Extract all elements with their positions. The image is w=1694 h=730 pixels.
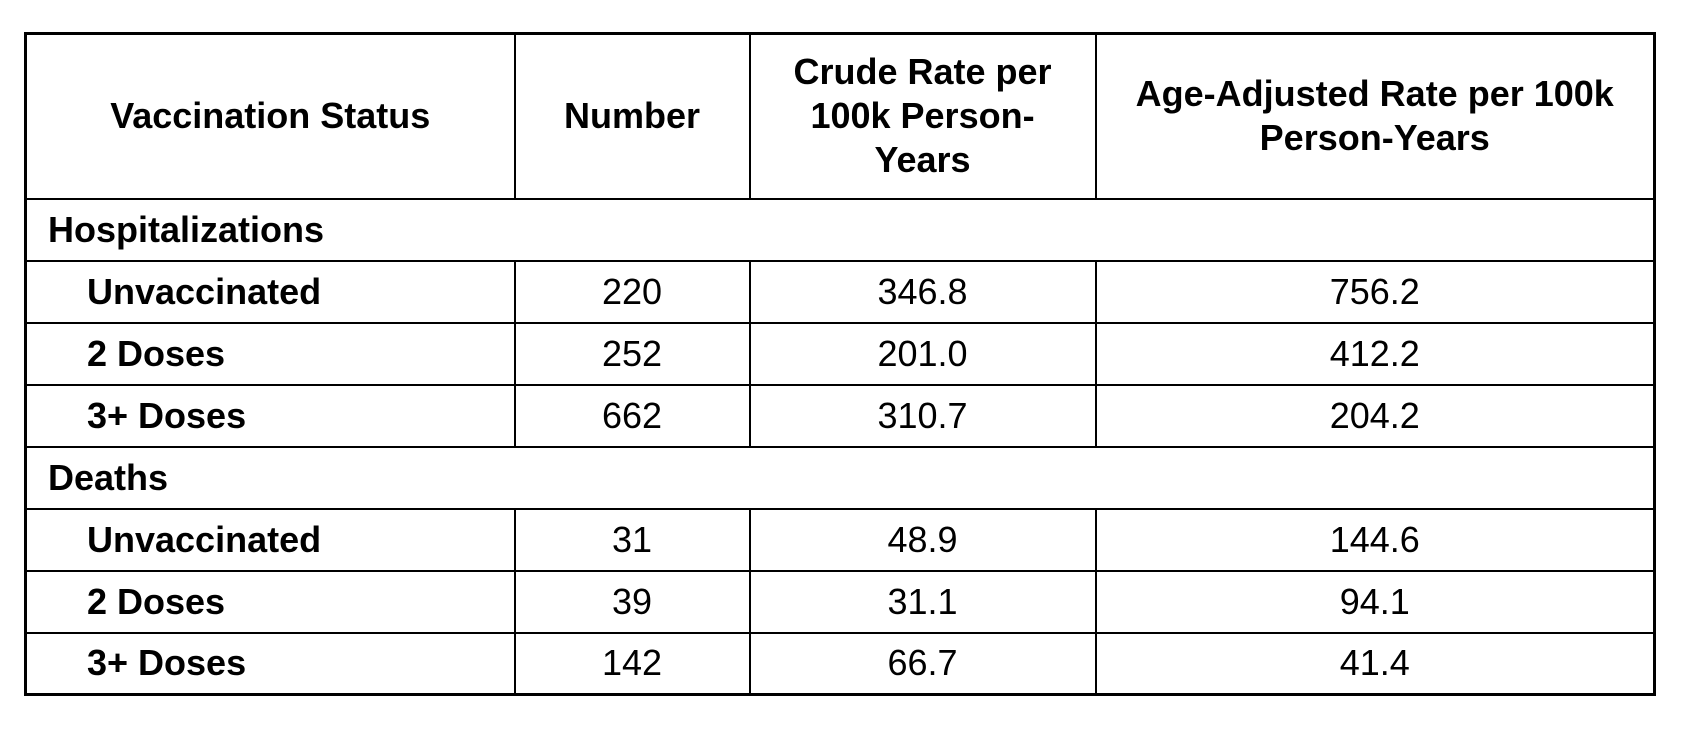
header-vaccination-status-label: Vaccination Status: [110, 95, 431, 137]
crude-rate-cell: 66.7: [748, 631, 1097, 696]
section-label-deaths: Deaths: [24, 445, 1656, 510]
section-row-deaths: Deaths: [24, 445, 1656, 510]
number-cell: 220: [513, 259, 751, 324]
table-row: 3+ Doses 662 310.7 204.2: [24, 383, 1656, 448]
row-status-label: Unvaccinated: [24, 507, 516, 572]
row-status-label: Unvaccinated: [24, 259, 516, 324]
section-row-hospitalizations: Hospitalizations: [24, 197, 1656, 262]
age-adjusted-rate-cell: 144.6: [1094, 507, 1656, 572]
header-vaccination-status: Vaccination Status: [24, 32, 516, 200]
header-age-adjusted-rate-label: Age-Adjusted Rate per 100k Person-Years: [1135, 73, 1614, 159]
number-cell: 39: [513, 569, 751, 634]
header-age-adjusted-rate: Age-Adjusted Rate per 100k Person-Years: [1094, 32, 1656, 200]
age-adjusted-rate-cell: 94.1: [1094, 569, 1656, 634]
header-crude-rate-label: Crude Rate per 100k Person-Years: [793, 51, 1052, 181]
age-adjusted-rate-cell: 412.2: [1094, 321, 1656, 386]
number-cell: 662: [513, 383, 751, 448]
table-header-row: Vaccination Status Number Crude Rate per…: [24, 32, 1656, 200]
table-row: 2 Doses 39 31.1 94.1: [24, 569, 1656, 634]
crude-rate-cell: 310.7: [748, 383, 1097, 448]
header-number-label: Number: [563, 95, 701, 137]
table-row: Unvaccinated 31 48.9 144.6: [24, 507, 1656, 572]
row-status-label: 2 Doses: [24, 321, 516, 386]
age-adjusted-rate-cell: 756.2: [1094, 259, 1656, 324]
number-cell: 142: [513, 631, 751, 696]
header-number: Number: [513, 32, 751, 200]
crude-rate-cell: 346.8: [748, 259, 1097, 324]
vaccination-outcomes-table: Vaccination Status Number Crude Rate per…: [24, 32, 1656, 696]
row-status-label: 2 Doses: [24, 569, 516, 634]
header-crude-rate: Crude Rate per 100k Person-Years: [748, 32, 1097, 200]
crude-rate-cell: 48.9: [748, 507, 1097, 572]
row-status-label: 3+ Doses: [24, 631, 516, 696]
section-label-hospitalizations: Hospitalizations: [24, 197, 1656, 262]
table-row: 3+ Doses 142 66.7 41.4: [24, 631, 1656, 696]
age-adjusted-rate-cell: 204.2: [1094, 383, 1656, 448]
crude-rate-cell: 31.1: [748, 569, 1097, 634]
table-row: Unvaccinated 220 346.8 756.2: [24, 259, 1656, 324]
number-cell: 252: [513, 321, 751, 386]
age-adjusted-rate-cell: 41.4: [1094, 631, 1656, 696]
table-row: 2 Doses 252 201.0 412.2: [24, 321, 1656, 386]
row-status-label: 3+ Doses: [24, 383, 516, 448]
number-cell: 31: [513, 507, 751, 572]
crude-rate-cell: 201.0: [748, 321, 1097, 386]
